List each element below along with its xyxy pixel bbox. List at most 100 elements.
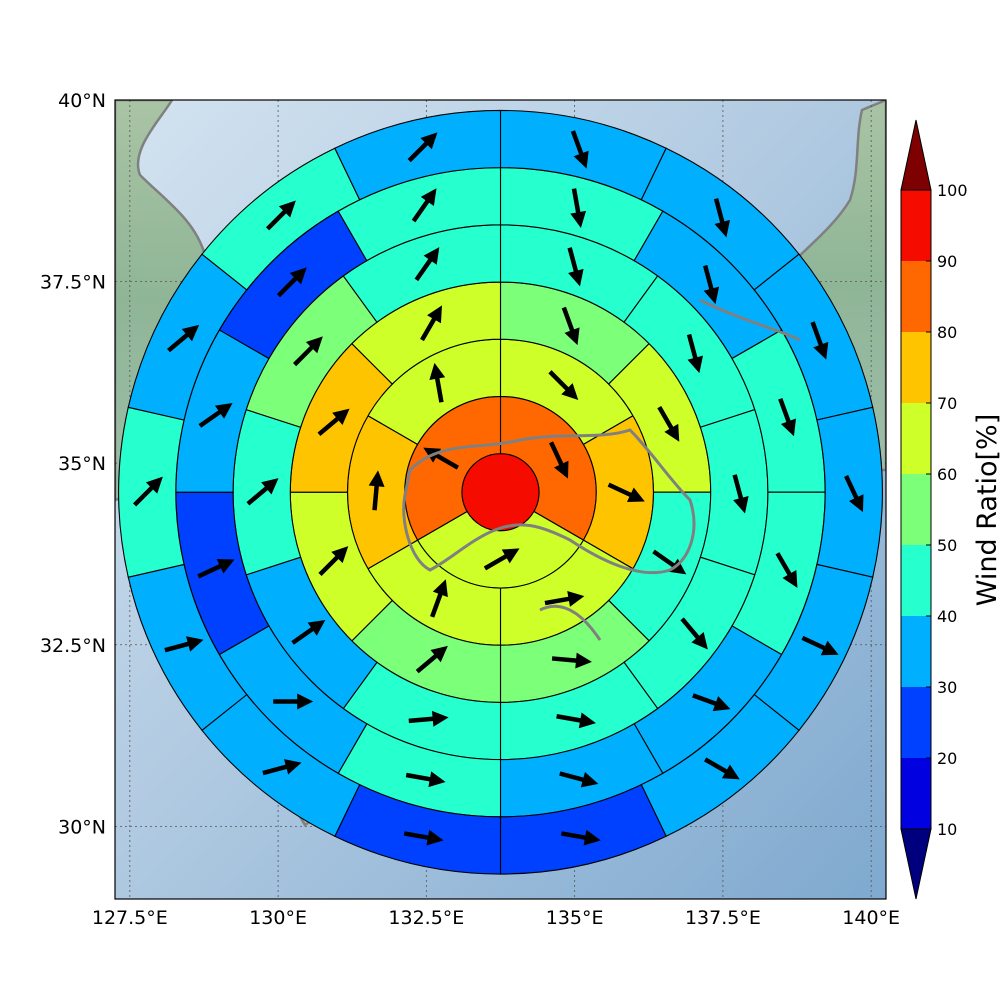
arrow-shaft [544, 596, 571, 606]
arrow-shaft [164, 641, 191, 653]
wind-arrow [561, 306, 580, 346]
x-tick-label: 127.5°E [92, 907, 168, 929]
wind-arrow [801, 635, 839, 656]
wind-arrow [680, 617, 708, 650]
sector-cell [118, 406, 185, 578]
wind-arrow [570, 130, 589, 169]
arrow-shaft [317, 415, 341, 437]
wind-arrow [810, 321, 829, 360]
arrow-head [431, 710, 449, 727]
x-tick-label: 135°E [546, 907, 604, 929]
arrow-head [427, 305, 443, 324]
arrow-shaft [571, 188, 581, 215]
wind-arrow [778, 397, 796, 437]
colorbar-segment [901, 474, 931, 545]
arrow-head [712, 696, 731, 712]
colorbar-tick-label: 20 [937, 749, 957, 768]
arrow-head [284, 759, 302, 775]
arrow-head [186, 636, 204, 652]
arrow-shaft [713, 198, 725, 225]
colorbar-segment [901, 332, 931, 403]
colorbar-segment [901, 687, 931, 758]
arrow-shaft [844, 474, 860, 501]
arrow-head [813, 341, 829, 360]
wind-arrow [560, 829, 601, 846]
arrow-shaft [778, 397, 792, 424]
wind-arrow [429, 362, 446, 403]
arrow-head [575, 652, 592, 669]
arrow-head [432, 579, 448, 598]
sector-cell [232, 408, 302, 576]
wind-arrow [197, 559, 235, 579]
arrow-shaft [570, 130, 584, 157]
arrow-shaft [408, 716, 435, 724]
wind-arrow [686, 333, 703, 374]
japan-coastline-overlay [402, 298, 801, 641]
coastline-outline [402, 298, 801, 641]
arrow-shaft [801, 635, 827, 651]
arrow-shaft [167, 332, 190, 353]
arrow-head [691, 632, 708, 650]
colorbar-tick-label: 50 [937, 536, 957, 555]
y-tick-label: 37.5°N [40, 272, 106, 294]
y-tick-label: 35°N [58, 453, 106, 475]
sector-rings [118, 109, 883, 875]
arrow-shaft [607, 482, 634, 498]
arrow-head [428, 771, 446, 788]
wind-arrow [549, 441, 569, 479]
wind-arrow [405, 771, 446, 788]
wind-arrow [291, 619, 326, 645]
wind-arrow [607, 482, 645, 503]
arrow-shaft [652, 549, 677, 569]
arrow-shaft [775, 552, 793, 577]
arrow-shaft [411, 198, 431, 223]
colorbar-segment [901, 758, 931, 829]
arrow-head [714, 219, 730, 238]
arrow-shaft [704, 757, 729, 775]
colorbar-tick-label: 60 [937, 465, 957, 484]
arrow-shaft [810, 321, 824, 348]
arrow-shaft [732, 474, 744, 501]
wind-arrow [702, 264, 720, 305]
arrow-shaft [292, 344, 315, 367]
arrow-shaft [262, 764, 289, 776]
x-tick-label: 130°E [249, 907, 307, 929]
arrow-shaft [549, 441, 565, 467]
arrow-head [848, 494, 864, 513]
arrow-shaft [265, 208, 288, 231]
arrow-head [782, 570, 798, 588]
colorbar-tick-label: 40 [937, 607, 957, 626]
y-tick-label: 30°N [58, 816, 106, 838]
arrow-head [501, 548, 520, 564]
wind-arrow [567, 247, 584, 287]
arrow-shaft [561, 306, 575, 333]
colorbar-tick-label: 30 [937, 678, 957, 697]
wind-arrow [262, 759, 302, 776]
colorbar-segment [901, 261, 931, 332]
arrow-head [567, 591, 585, 607]
arrow-head [553, 460, 569, 479]
x-tick-label: 132.5°E [388, 907, 464, 929]
arrow-shaft [197, 563, 223, 579]
arrow-shaft [415, 653, 439, 674]
y-tick-label: 40°N [58, 90, 106, 112]
arrow-head [687, 355, 703, 374]
wind-arrow [368, 470, 385, 511]
colorbar-title: Wind Ratio[%] [972, 414, 1000, 606]
plot-frame [114, 99, 887, 900]
arrow-head [216, 559, 235, 574]
colorbar-tick-label: 80 [937, 323, 957, 342]
wind-arrow [198, 403, 233, 428]
arrow-shaft [686, 333, 698, 361]
wind-arrow [167, 324, 200, 353]
colorbar-tick-label: 100 [937, 181, 968, 200]
arrow-shaft [291, 626, 316, 645]
arrow-shaft [680, 617, 701, 641]
wind-arrow [246, 478, 279, 506]
wind-arrow [544, 591, 585, 607]
arrow-head [332, 408, 350, 426]
arrow-shaft [276, 275, 299, 298]
sector-cell [699, 408, 769, 576]
colorbar-tick-label: 90 [937, 252, 957, 271]
wind-arrow [317, 408, 350, 437]
